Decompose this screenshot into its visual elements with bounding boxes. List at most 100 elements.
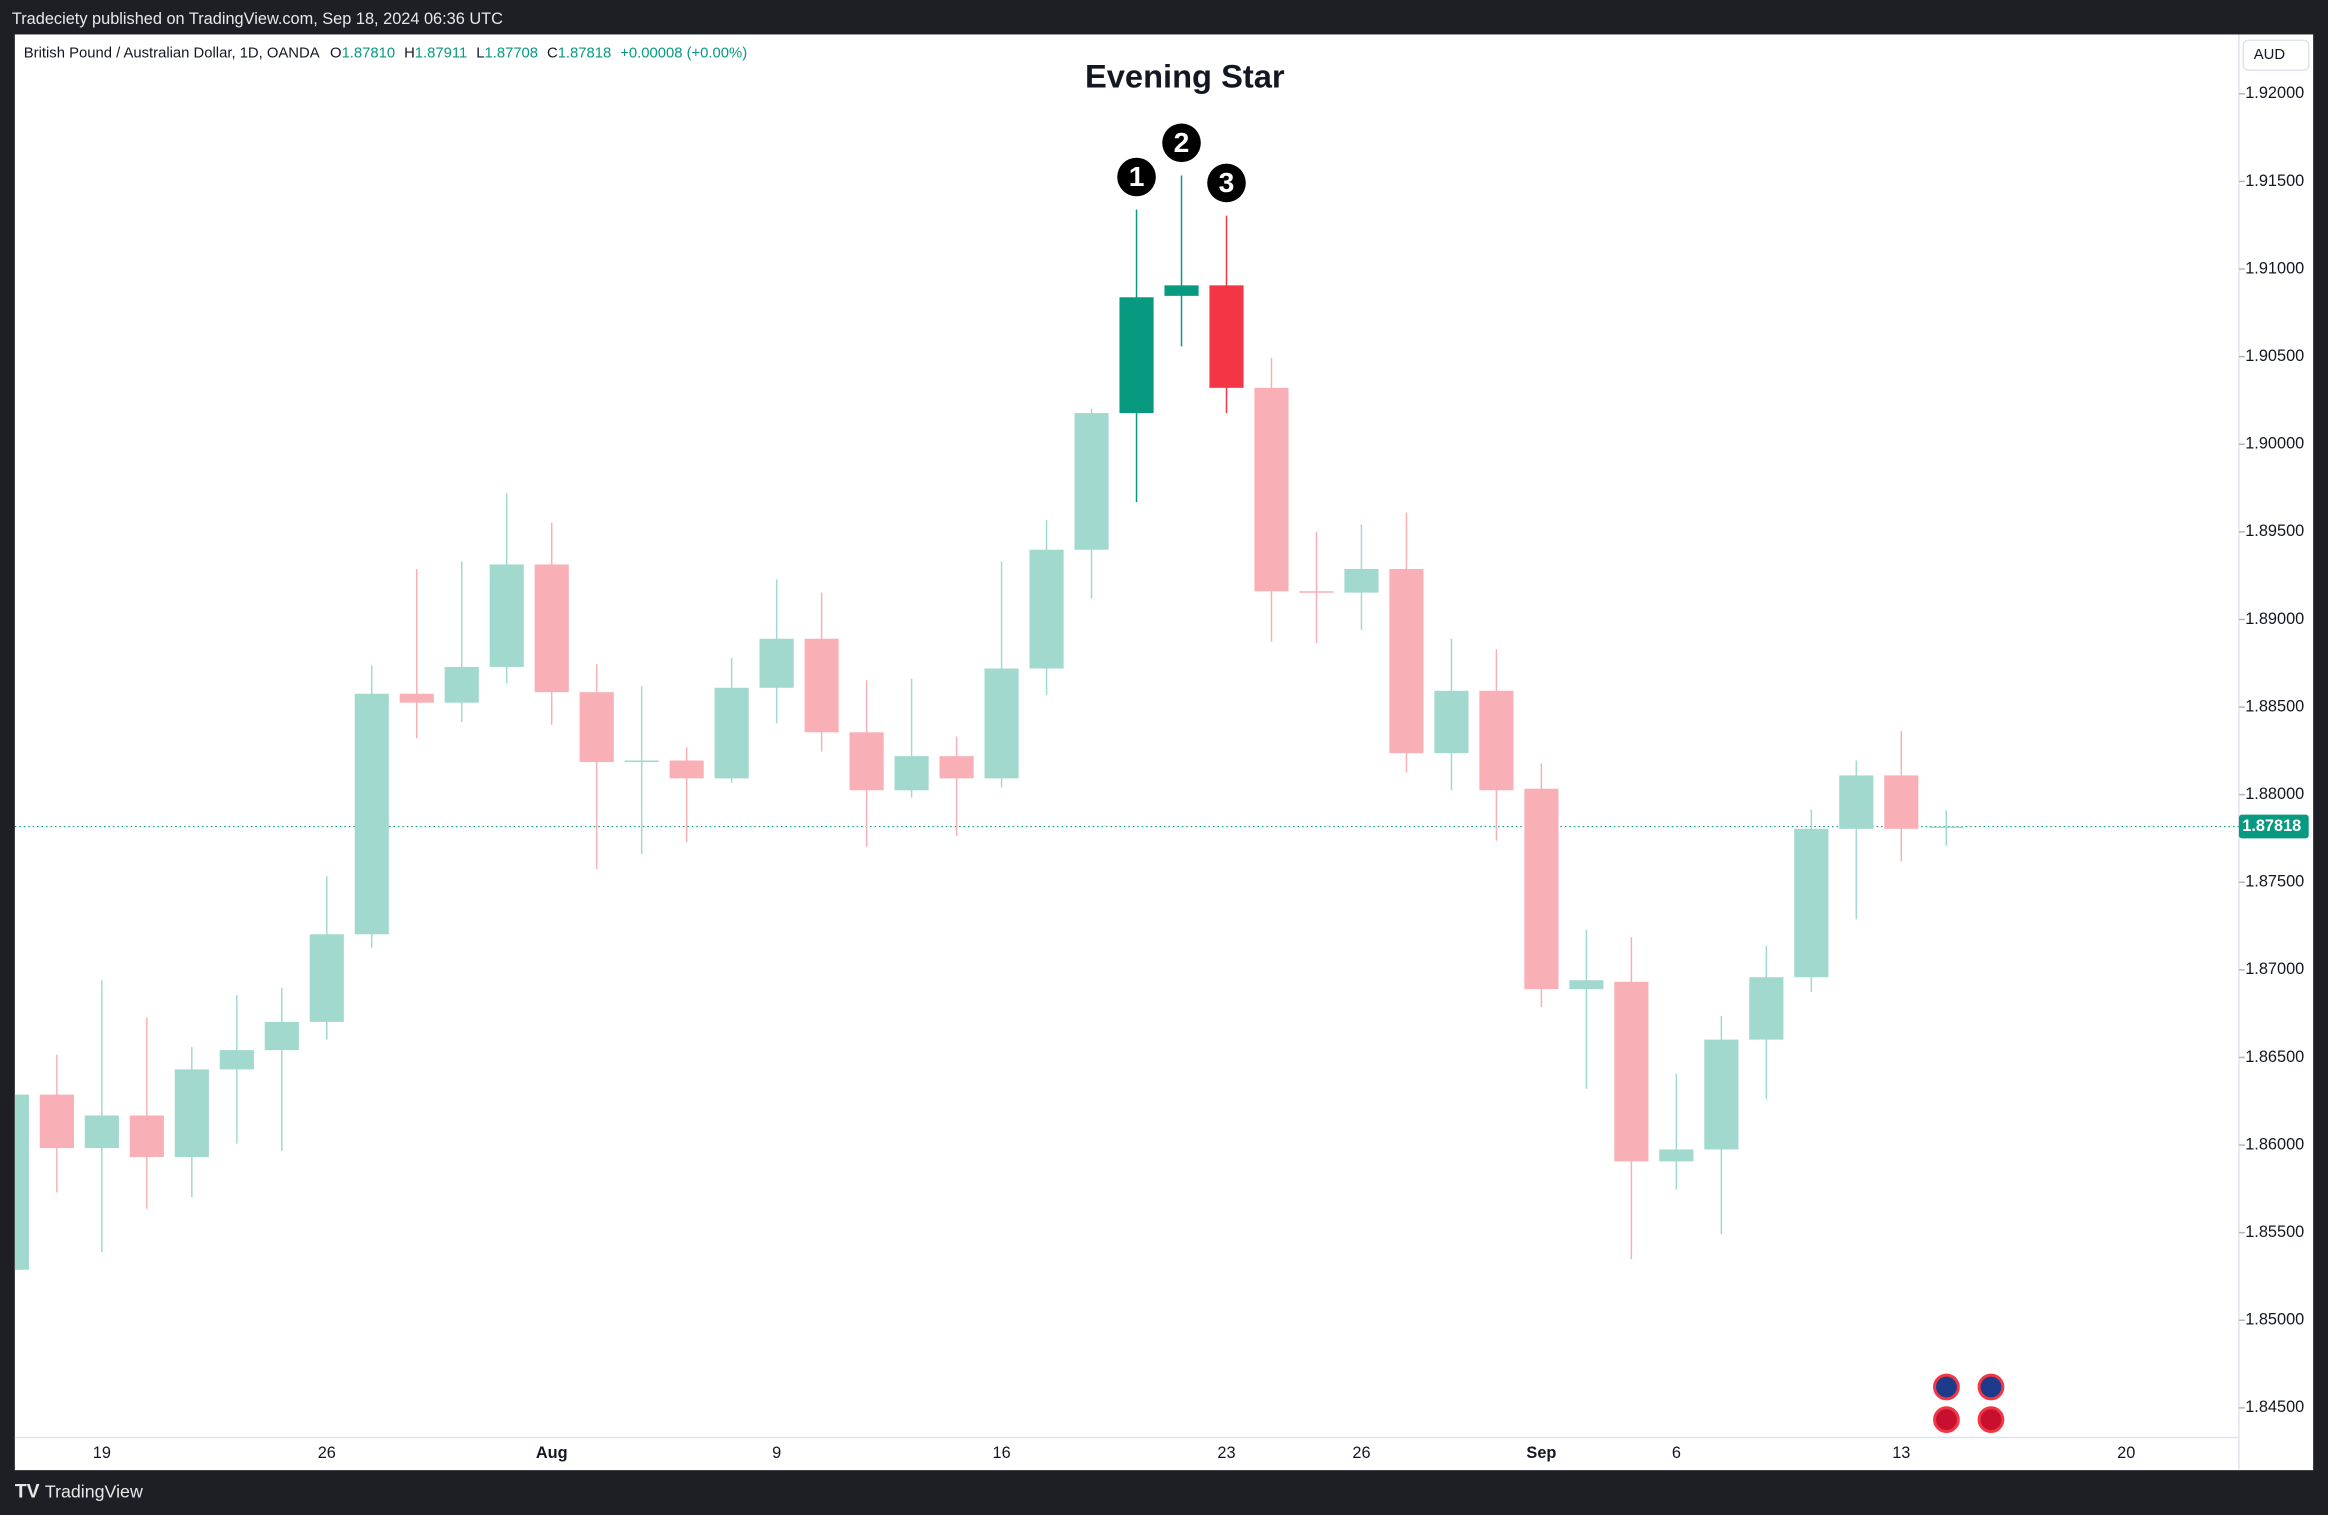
event-icon[interactable] <box>1933 1373 1960 1401</box>
annotation-marker <box>1207 163 1246 203</box>
candle-body <box>984 668 1019 779</box>
y-tick-label: 1.89000 <box>2245 610 2304 628</box>
x-tick-label: 13 <box>1892 1444 1910 1462</box>
candle-body <box>1884 775 1919 829</box>
y-tick-label: 1.89500 <box>2245 522 2304 540</box>
y-tick-label: 1.91000 <box>2245 259 2304 277</box>
candle-body <box>1704 1039 1739 1150</box>
y-tick-label: 1.86000 <box>2245 1135 2304 1153</box>
y-tick-label: 1.92000 <box>2245 84 2304 102</box>
candle-body <box>1074 413 1109 550</box>
y-tick-label: 1.84500 <box>2245 1398 2304 1416</box>
candle-body <box>1614 981 1649 1162</box>
legend-change: +0.00008 (+0.00%) <box>620 46 747 62</box>
legend-value: 1.87810 <box>342 46 396 62</box>
legend-label: H <box>404 46 415 62</box>
y-tick-label: 1.91500 <box>2245 172 2304 190</box>
x-tick-label: 26 <box>318 1444 336 1462</box>
event-icon[interactable] <box>1977 1373 2005 1401</box>
legend-label: C <box>547 46 558 62</box>
candle-body <box>1434 690 1469 754</box>
candle-body <box>489 564 524 667</box>
y-tick-label: 1.88000 <box>2245 785 2304 803</box>
candle-body <box>1749 977 1784 1040</box>
candle-body <box>804 638 839 733</box>
event-icon[interactable] <box>1933 1406 1960 1434</box>
legend-value: 1.87708 <box>484 46 538 62</box>
candle-body <box>1569 980 1604 990</box>
candle-body <box>39 1094 74 1149</box>
symbol: British Pound / Australian Dollar, 1D, O… <box>24 46 320 62</box>
candle-body <box>849 732 884 791</box>
candle-body <box>624 760 659 763</box>
plot <box>14 175 2239 1270</box>
candle-body <box>894 756 929 791</box>
candle-body <box>1299 591 1334 593</box>
published-note: Tradeciety published on TradingView.com,… <box>12 10 503 28</box>
candle-body <box>1389 569 1424 754</box>
last-price-tag <box>2238 814 2309 839</box>
last-price-label: 1.87818 <box>2242 817 2301 835</box>
y-tick-label: 1.87000 <box>2245 960 2304 978</box>
x-tick-label: 9 <box>772 1444 781 1462</box>
candle-body <box>219 1050 254 1070</box>
y-tick-label: 1.90000 <box>2245 435 2304 453</box>
chart-title: Evening Star <box>1085 58 1285 95</box>
candle-body <box>174 1069 209 1157</box>
x-tick-label: 20 <box>2117 1444 2135 1462</box>
candle-body <box>264 1021 299 1051</box>
candle-body <box>669 760 704 779</box>
event-icon[interactable] <box>1977 1406 2005 1434</box>
y-tick-label: 1.85000 <box>2245 1311 2304 1329</box>
x-tick-label: 16 <box>992 1444 1010 1462</box>
footer-text: TradingView <box>45 1481 143 1501</box>
legend-value: 1.87818 <box>558 46 612 62</box>
candle-body <box>939 756 974 779</box>
candle-body <box>579 692 614 763</box>
y-tick-label: 1.85500 <box>2245 1223 2304 1241</box>
candle-body <box>309 934 344 1022</box>
annotation-label: 2 <box>1174 126 1190 158</box>
candle-body <box>129 1115 164 1157</box>
candle-body <box>1794 828 1829 978</box>
legend-value: 1.87911 <box>415 46 468 62</box>
footer-logo: TV TradingView <box>15 1481 143 1502</box>
x-tick-label: 26 <box>1352 1444 1370 1462</box>
annotation-marker <box>1117 157 1156 197</box>
candle-body <box>14 1094 29 1270</box>
candle-body <box>1524 788 1559 990</box>
annotation-marker <box>1162 123 1201 163</box>
x-tick-label: 23 <box>1217 1444 1235 1462</box>
candle-body <box>534 564 569 693</box>
candle-body <box>1029 549 1064 669</box>
annotation-label: 3 <box>1219 166 1235 198</box>
y-tick-label: 1.86500 <box>2245 1048 2304 1066</box>
candle-body <box>1164 285 1199 296</box>
candle-body <box>1479 690 1514 791</box>
annotation-label: 1 <box>1129 160 1145 192</box>
y-tick-label: 1.90500 <box>2245 347 2304 365</box>
candle-body <box>1929 826 1964 829</box>
candle-body <box>444 666 479 703</box>
x-tick-label: 19 <box>93 1444 111 1462</box>
x-tick-label: Aug <box>536 1444 568 1462</box>
candle-body <box>759 638 794 688</box>
candle-body <box>1344 569 1379 593</box>
candle-body <box>399 693 434 703</box>
logo-mark: TV <box>15 1482 45 1503</box>
candle-body <box>354 693 389 935</box>
y-tick-label: 1.88500 <box>2245 697 2304 715</box>
candle-body <box>1254 387 1289 592</box>
candle-body <box>1839 775 1874 829</box>
currency-button[interactable] <box>2242 39 2310 71</box>
legend-label: O <box>330 46 342 62</box>
candle-body <box>1659 1149 1694 1162</box>
x-tick-label: 6 <box>1672 1444 1681 1462</box>
legend: British Pound / Australian Dollar, 1D, O… <box>24 46 747 62</box>
event-icons <box>1933 1373 2005 1434</box>
currency-label: AUD <box>2254 47 2285 63</box>
legend-label: L <box>476 46 484 62</box>
candle-body <box>1119 297 1154 414</box>
